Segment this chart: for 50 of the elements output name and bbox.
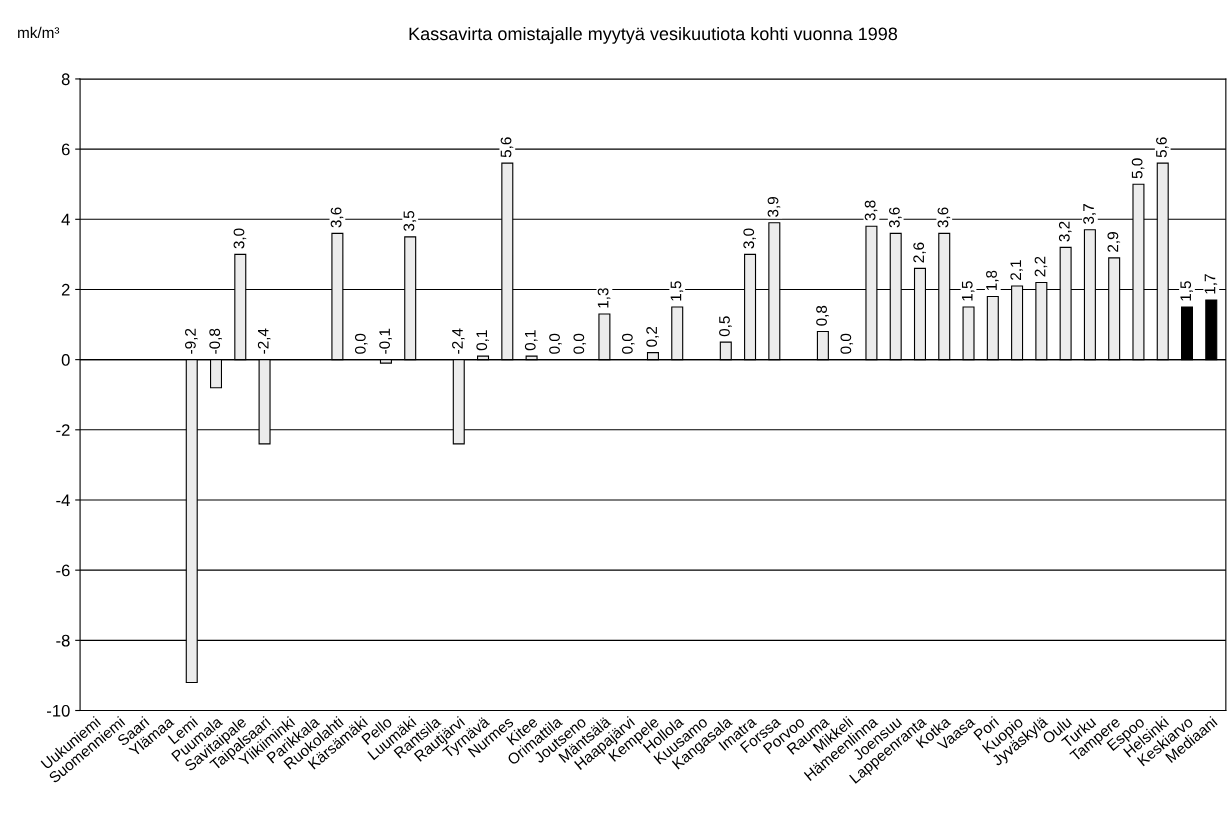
data-label: 0,0 — [573, 333, 587, 354]
data-label: 3,6 — [888, 207, 902, 228]
data-label: 1,7 — [1204, 274, 1218, 294]
data-label: 0,1 — [524, 330, 538, 351]
data-label: 1,5 — [670, 281, 684, 301]
data-label: 3,8 — [864, 200, 878, 221]
data-label: -0,1 — [379, 328, 392, 354]
chart-title: Kassavirta omistajalle myytyä vesikuutiota kohti vuonna 1998 — [409, 26, 898, 44]
y-tick-label: -8 — [56, 634, 70, 647]
data-label: 5,6 — [1156, 137, 1169, 158]
y-tick-label: -2 — [56, 424, 70, 436]
data-label: 2,1 — [1010, 260, 1023, 280]
y-tick-label: 2 — [61, 283, 70, 296]
data-label: 3,5 — [403, 210, 417, 231]
y-tick-label: -6 — [56, 564, 70, 577]
y-tick-label: 8 — [61, 73, 70, 86]
data-label: 1,5 — [961, 281, 975, 301]
y-tick-label: -10 — [47, 704, 70, 717]
y-tick-label: 6 — [61, 143, 70, 156]
data-label: 3,6 — [330, 207, 344, 228]
data-label: 5,6 — [500, 137, 514, 158]
data-label: 2,2 — [1034, 256, 1048, 277]
data-label: 1,8 — [986, 270, 999, 291]
data-label: 0,0 — [549, 333, 562, 354]
data-label: 0,0 — [840, 333, 854, 354]
data-label: 3,6 — [937, 207, 951, 228]
y-tick-label: 0 — [61, 354, 70, 366]
data-label: 2,9 — [1107, 232, 1121, 252]
y-tick-label: 4 — [61, 213, 70, 226]
data-label: 1,3 — [597, 288, 611, 308]
data-label: 0,5 — [719, 316, 732, 337]
data-label: -9,2 — [185, 328, 198, 354]
data-label: 0,0 — [354, 333, 368, 354]
data-label: 1,5 — [1180, 281, 1193, 301]
data-label: 3,2 — [1058, 221, 1072, 242]
data-label: -0,8 — [209, 328, 222, 354]
data-label: 0,1 — [476, 330, 489, 351]
data-label: -2,4 — [452, 328, 465, 354]
data-label: 2,6 — [913, 242, 926, 263]
y-tick-label: -4 — [56, 494, 70, 507]
data-label: 3,0 — [743, 228, 756, 249]
data-label: 3,9 — [767, 197, 781, 217]
data-label: -2,4 — [257, 328, 271, 354]
data-label: 0,8 — [816, 305, 829, 326]
y-axis-title: mk/m³ — [18, 26, 60, 39]
data-label: 0,2 — [646, 326, 659, 347]
data-label: 0,0 — [621, 333, 635, 354]
data-label: 3,7 — [1083, 204, 1096, 224]
data-label: 5,0 — [1131, 158, 1145, 179]
data-label: 3,0 — [233, 228, 247, 249]
